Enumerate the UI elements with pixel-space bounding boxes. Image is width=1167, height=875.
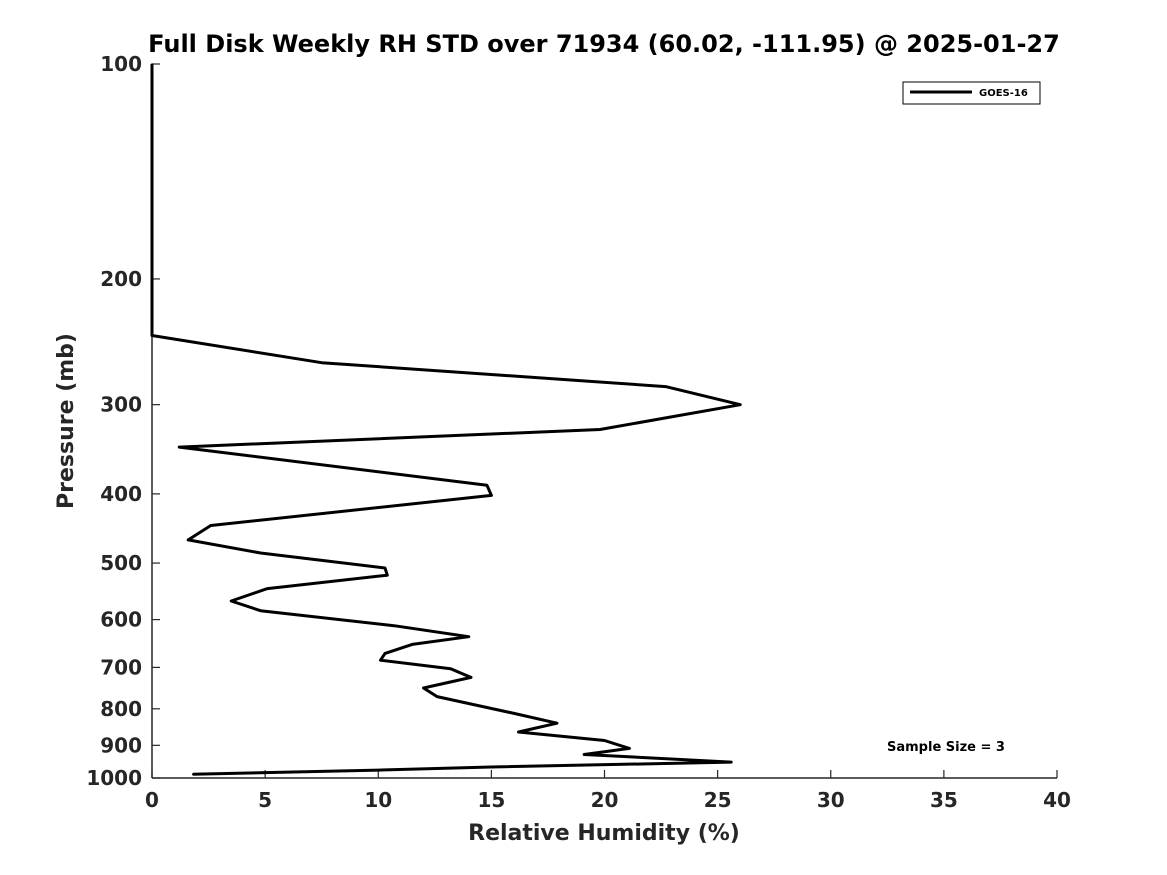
legend-label-goes-16: GOES-16: [979, 88, 1028, 99]
data-point: [151, 334, 153, 337]
data-point: [583, 753, 585, 756]
data-point: [191, 773, 194, 776]
data-point: [393, 624, 395, 627]
data-point: [386, 574, 389, 576]
x-tick-label: 0: [145, 788, 159, 812]
data-point: [490, 766, 493, 768]
y-tick-label: 100: [100, 52, 142, 76]
y-tick-label: 200: [100, 267, 142, 291]
data-point: [422, 687, 425, 689]
data-point: [379, 659, 382, 661]
data-point: [384, 567, 386, 569]
data-point: [603, 739, 606, 742]
data-point: [259, 552, 262, 554]
x-tick-label: 15: [477, 788, 505, 812]
data-point: [486, 484, 488, 487]
data-point: [517, 731, 520, 733]
y-tick-label: 400: [100, 482, 142, 506]
y-tick-label: 500: [100, 551, 142, 575]
y-axis-label: Pressure (mb): [54, 333, 79, 509]
chart-title: Full Disk Weekly RH STD over 71934 (60.0…: [148, 30, 1060, 58]
y-tick-label: 600: [100, 608, 142, 632]
x-tick-label: 10: [364, 788, 392, 812]
data-point: [411, 643, 414, 646]
data-point: [259, 609, 262, 612]
y-tick-label: 800: [100, 697, 142, 721]
y-tick-label: 900: [100, 733, 142, 757]
data-point: [151, 63, 153, 65]
data-point: [187, 539, 189, 541]
x-tick-label: 5: [258, 788, 272, 812]
data-point: [377, 769, 380, 771]
data-point: [320, 361, 323, 364]
series-line-goes-16: [150, 64, 742, 776]
x-tick-label: 40: [1043, 788, 1071, 812]
data-point: [730, 761, 732, 763]
data-point: [739, 403, 742, 406]
data-point: [556, 722, 558, 724]
x-tick-label: 30: [817, 788, 845, 812]
y-tick-label: 1000: [86, 766, 142, 790]
series-layer: [150, 63, 742, 776]
data-point: [449, 667, 452, 670]
x-tick-label: 25: [704, 788, 732, 812]
data-point: [470, 676, 472, 679]
x-tick-label: 20: [591, 788, 619, 812]
data-point: [230, 600, 232, 602]
x-axis-ticks: 0 5 10 15 20 25 30 35 40: [145, 770, 1071, 812]
x-axis-label: Relative Humidity (%): [468, 821, 740, 846]
data-point: [628, 747, 631, 750]
data-point: [266, 587, 269, 590]
plot-area: [151, 64, 1057, 779]
sample-size-annotation: Sample Size = 3: [887, 740, 1005, 755]
data-point: [513, 712, 515, 715]
data-point: [599, 428, 601, 431]
data-point: [384, 652, 386, 655]
data-point: [436, 695, 438, 698]
y-tick-label: 700: [100, 655, 142, 679]
data-point: [468, 635, 470, 638]
x-tick-label: 35: [930, 788, 958, 812]
data-point: [178, 446, 180, 448]
data-point: [151, 278, 153, 280]
data-point: [664, 385, 667, 388]
data-point: [151, 188, 153, 191]
legend: GOES-16: [902, 81, 1041, 105]
y-axis-ticks: 100 200 300 400 500 600 700 800 900 1000: [86, 52, 160, 790]
data-point: [490, 494, 493, 497]
y-tick-label: 300: [100, 393, 142, 417]
data-point: [210, 524, 212, 527]
